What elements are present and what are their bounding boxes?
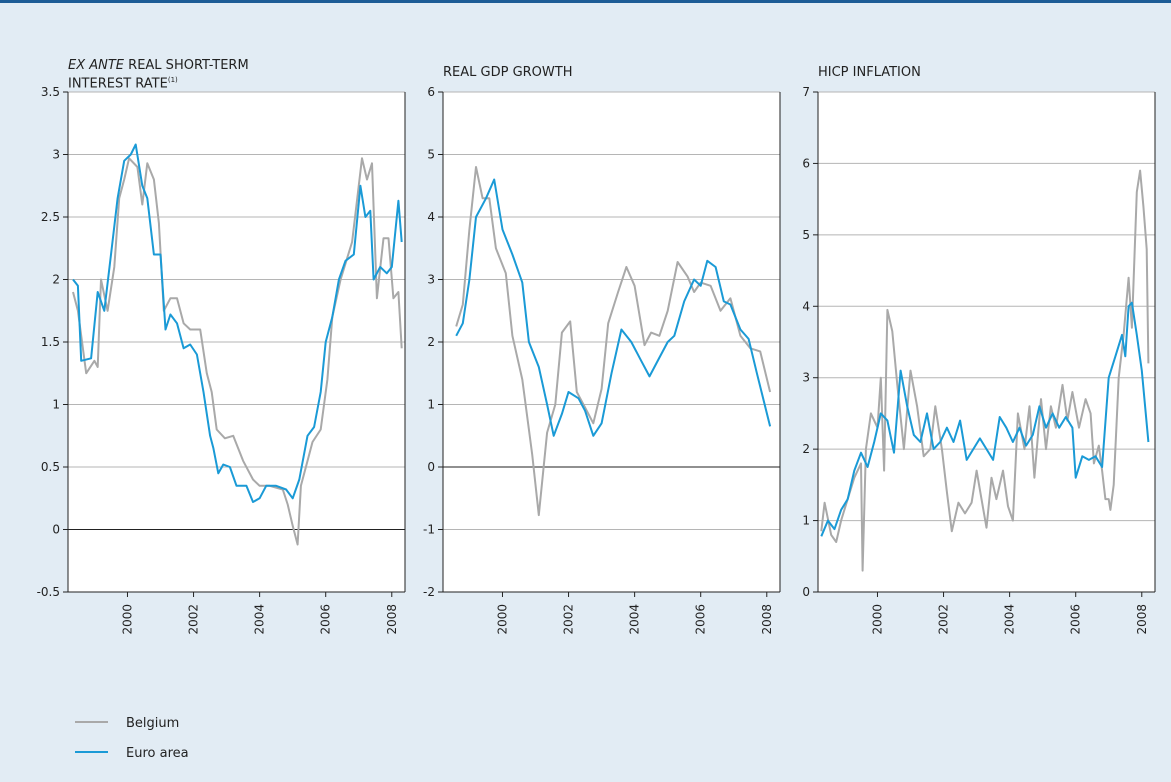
y-tick-label: 2	[802, 442, 810, 456]
y-tick-label: 2	[427, 335, 435, 349]
y-tick-label: 1	[802, 514, 810, 528]
y-tick-label: -0.5	[37, 585, 60, 599]
x-tick-label: 2000	[120, 604, 134, 635]
x-tick-label: 2006	[1069, 604, 1083, 635]
y-tick-label: 5	[802, 228, 810, 242]
x-tick-label: 2000	[870, 604, 884, 635]
title-text: REAL SHORT-TERM INTEREST RATE	[68, 58, 249, 92]
y-tick-label: -2	[423, 585, 435, 599]
y-tick-label: 0	[427, 460, 435, 474]
x-tick-label: 2002	[937, 604, 951, 635]
legend-label: Euro area	[126, 746, 189, 761]
plot-area	[818, 92, 1155, 592]
x-tick-label: 2000	[495, 604, 509, 635]
panel-title: HICP INFLATION	[818, 65, 1008, 80]
x-tick-label: 2002	[187, 604, 201, 635]
y-tick-label: 0.5	[41, 460, 60, 474]
x-tick-label: 2002	[562, 604, 576, 635]
series-line	[72, 143, 403, 503]
title-note: (1)	[167, 76, 178, 84]
y-tick-label: 6	[802, 156, 810, 170]
panel-title: REAL GDP GROWTH	[443, 65, 633, 80]
legend-label: Belgium	[126, 716, 179, 731]
x-tick-label: 2004	[253, 604, 267, 635]
y-tick-label: 0	[802, 585, 810, 599]
x-tick-label: 2008	[760, 604, 774, 635]
y-tick-label: 1.5	[41, 335, 60, 349]
y-tick-label: 7	[802, 85, 810, 99]
y-tick-label: 3.5	[41, 85, 60, 99]
x-tick-label: 2006	[319, 604, 333, 635]
x-tick-label: 2006	[694, 604, 708, 635]
title-text: HICP INFLATION	[818, 65, 921, 80]
x-tick-label: 2004	[628, 604, 642, 635]
title-text: REAL GDP GROWTH	[443, 65, 573, 80]
y-tick-label: 3	[427, 273, 435, 287]
y-tick-label: 5	[427, 148, 435, 162]
y-tick-label: 2.5	[41, 210, 60, 224]
x-tick-label: 2008	[1135, 604, 1149, 635]
series-line	[455, 178, 772, 437]
series-line	[455, 166, 772, 517]
series-line	[820, 301, 1150, 537]
y-tick-label: 0	[52, 523, 60, 537]
y-tick-label: 1	[427, 398, 435, 412]
panel-title: EX ANTE REAL SHORT-TERM INTEREST RATE(1)	[68, 58, 258, 91]
x-tick-label: 2004	[1003, 604, 1017, 635]
y-tick-label: 6	[427, 85, 435, 99]
y-tick-label: 2	[52, 273, 60, 287]
title-prefix: EX ANTE	[68, 58, 125, 73]
y-tick-label: 1	[52, 398, 60, 412]
top-rule	[0, 0, 1171, 3]
y-tick-label: -1	[423, 523, 435, 537]
series-line	[72, 157, 403, 546]
y-tick-label: 3	[802, 371, 810, 385]
x-tick-label: 2008	[385, 604, 399, 635]
y-tick-label: 4	[802, 299, 810, 313]
y-tick-label: 4	[427, 210, 435, 224]
y-tick-label: 3	[52, 148, 60, 162]
